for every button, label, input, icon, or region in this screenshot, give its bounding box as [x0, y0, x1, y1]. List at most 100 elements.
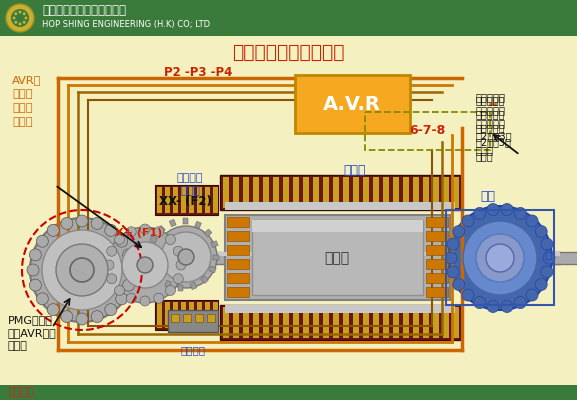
- Bar: [423, 177, 429, 208]
- Circle shape: [140, 296, 150, 306]
- Bar: [158, 226, 166, 233]
- Bar: [171, 314, 179, 322]
- Circle shape: [14, 12, 17, 15]
- Bar: [220, 175, 460, 210]
- Bar: [283, 307, 289, 338]
- Bar: [227, 217, 249, 227]
- Circle shape: [140, 224, 150, 234]
- Circle shape: [36, 293, 48, 305]
- Bar: [197, 187, 202, 213]
- Circle shape: [154, 227, 164, 237]
- Bar: [313, 177, 319, 208]
- Circle shape: [526, 215, 538, 227]
- Bar: [183, 314, 191, 322]
- Bar: [426, 245, 448, 255]
- Text: 整流模块: 整流模块: [181, 345, 205, 355]
- Circle shape: [535, 226, 547, 238]
- Bar: [263, 177, 269, 208]
- Bar: [443, 307, 449, 338]
- Circle shape: [42, 230, 122, 310]
- Circle shape: [29, 249, 42, 261]
- Circle shape: [115, 286, 125, 296]
- Circle shape: [70, 258, 94, 282]
- Bar: [363, 177, 369, 208]
- Circle shape: [76, 313, 88, 325]
- Circle shape: [122, 242, 168, 288]
- Bar: [273, 307, 279, 338]
- Circle shape: [474, 296, 486, 308]
- Bar: [213, 254, 219, 260]
- Bar: [293, 177, 299, 208]
- Bar: [173, 187, 178, 213]
- Bar: [204, 229, 212, 237]
- Bar: [393, 307, 399, 338]
- Bar: [243, 307, 249, 338]
- Text: 轴: 轴: [544, 248, 552, 262]
- Text: XX- (F2): XX- (F2): [159, 195, 211, 208]
- Bar: [426, 259, 448, 269]
- Circle shape: [61, 217, 73, 229]
- Bar: [303, 307, 309, 338]
- Circle shape: [166, 286, 175, 296]
- Bar: [426, 231, 448, 241]
- Bar: [227, 245, 249, 255]
- Bar: [183, 218, 188, 224]
- Text: 从主定子来
的交流电源
和传感信号
（2相或3相
感应）: 从主定子来 的交流电源 和传感信号 （2相或3相 感应）: [476, 92, 512, 155]
- Circle shape: [122, 279, 134, 291]
- Bar: [189, 302, 194, 328]
- Bar: [253, 177, 259, 208]
- Bar: [225, 202, 455, 210]
- Text: PMG提供电
源给AVR（安
装时）: PMG提供电 源给AVR（安 装时）: [8, 315, 57, 351]
- Circle shape: [155, 226, 217, 288]
- Bar: [225, 215, 450, 300]
- Text: 合成工程（香港）有限公司: 合成工程（香港）有限公司: [42, 4, 126, 18]
- Circle shape: [173, 274, 183, 284]
- Circle shape: [161, 232, 211, 282]
- Circle shape: [486, 244, 514, 272]
- Circle shape: [137, 257, 153, 273]
- Bar: [443, 177, 449, 208]
- Circle shape: [24, 16, 28, 20]
- Circle shape: [126, 293, 136, 303]
- Text: P2 -P3 -P4: P2 -P3 -P4: [164, 66, 232, 80]
- Circle shape: [453, 278, 465, 290]
- Bar: [227, 259, 249, 269]
- Bar: [165, 302, 170, 328]
- Text: 主定子: 主定子: [344, 164, 366, 176]
- Bar: [168, 310, 218, 332]
- Text: 发电机基本结构和电路: 发电机基本结构和电路: [232, 42, 344, 62]
- Circle shape: [107, 246, 117, 256]
- Circle shape: [462, 289, 474, 301]
- Bar: [164, 280, 171, 288]
- Bar: [423, 307, 429, 338]
- Bar: [148, 261, 155, 268]
- Bar: [150, 236, 157, 243]
- Circle shape: [514, 296, 526, 308]
- Bar: [303, 177, 309, 208]
- Bar: [333, 177, 339, 208]
- Circle shape: [445, 252, 457, 264]
- Bar: [363, 307, 369, 338]
- Circle shape: [105, 224, 117, 236]
- Bar: [225, 305, 455, 313]
- Circle shape: [76, 215, 88, 227]
- Bar: [181, 187, 186, 213]
- Circle shape: [47, 224, 59, 236]
- Bar: [223, 177, 229, 208]
- Bar: [295, 75, 410, 133]
- Circle shape: [173, 246, 183, 256]
- Bar: [169, 219, 176, 227]
- Circle shape: [23, 12, 26, 15]
- Circle shape: [91, 311, 103, 323]
- Circle shape: [463, 221, 537, 295]
- Bar: [383, 177, 389, 208]
- Bar: [0, 385, 577, 400]
- Circle shape: [501, 204, 513, 216]
- Bar: [173, 302, 178, 328]
- Circle shape: [105, 304, 117, 316]
- Bar: [253, 307, 259, 338]
- Circle shape: [501, 300, 513, 312]
- Text: A.V.R: A.V.R: [323, 94, 381, 114]
- Bar: [446, 210, 554, 305]
- Bar: [413, 177, 419, 208]
